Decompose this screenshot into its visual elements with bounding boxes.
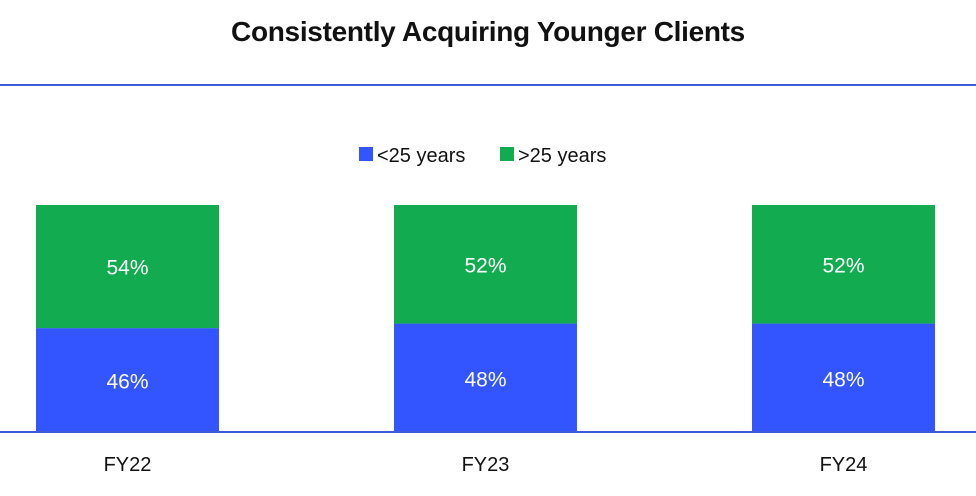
chart-title: Consistently Acquiring Younger Clients (231, 16, 745, 47)
x-tick-label: FY23 (462, 454, 510, 476)
x-tick-label: FY22 (104, 454, 152, 476)
data-label: 52% (822, 254, 864, 277)
data-label: 52% (464, 254, 506, 277)
x-axis-ticks: FY22 FY23 FY24 (104, 454, 868, 476)
bar-fy22-series-0 (36, 328, 219, 433)
legend-swatch (359, 147, 373, 161)
legend-label: >25 years (518, 145, 606, 167)
bar-fy23-series-0 (394, 323, 577, 433)
bars: 46% 54% 48% 52% 48% 52% (36, 205, 935, 433)
data-label: 48% (822, 368, 864, 391)
data-label: 48% (464, 368, 506, 391)
legend: <25 years >25 years (359, 145, 606, 167)
x-tick-label: FY24 (820, 454, 868, 476)
data-label: 54% (106, 257, 148, 280)
bar-fy24-series-1 (752, 205, 935, 324)
bar-fy23-series-1 (394, 205, 577, 324)
legend-label: <25 years (377, 145, 465, 167)
data-label: 46% (106, 371, 148, 394)
bar-fy22-series-1 (36, 205, 219, 329)
legend-swatch (500, 147, 514, 161)
bar-fy24-series-0 (752, 323, 935, 433)
